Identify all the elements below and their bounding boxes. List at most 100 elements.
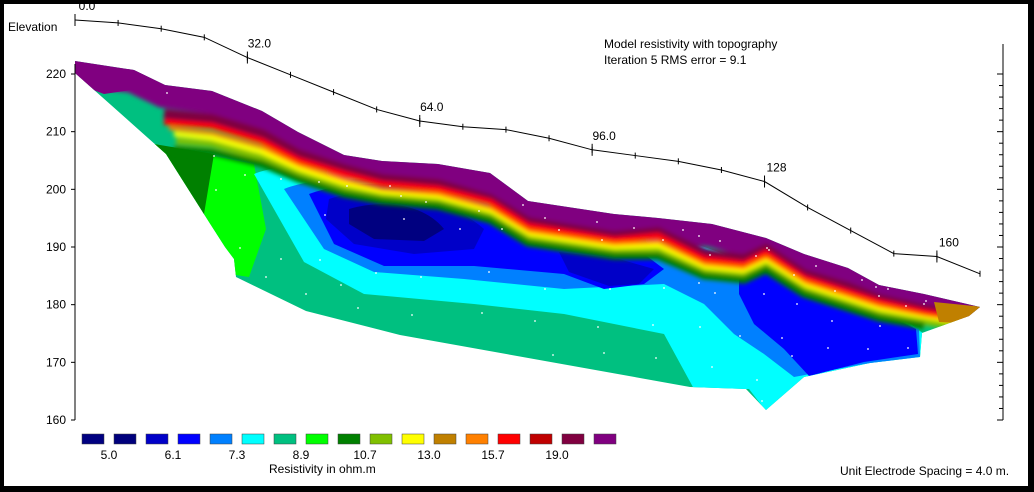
model-cell-point: [609, 288, 611, 290]
legend-swatch: [305, 433, 329, 445]
model-cell-point: [340, 284, 342, 286]
legend-tick-label: 6.1: [165, 448, 182, 462]
model-cell-point: [663, 287, 665, 289]
model-cell-point: [907, 347, 909, 349]
model-cell-point: [709, 254, 711, 256]
surface-layer-yellow: [173, 131, 980, 331]
legend-swatch: [177, 433, 201, 445]
model-cell-point: [544, 288, 546, 290]
y-axis-label: Elevation: [8, 20, 58, 34]
model-cell-point: [534, 320, 536, 322]
model-cell-point: [488, 271, 490, 273]
y-tick-label: 210: [46, 125, 66, 139]
model-cell-point: [501, 228, 503, 230]
band-5-core: [349, 204, 444, 241]
model-cell-point: [425, 201, 427, 203]
model-cell-point: [420, 276, 422, 278]
model-cell-point: [791, 355, 793, 357]
legend-unit-label: Resistivity in ohm.m: [269, 462, 376, 476]
model-cell-point: [403, 218, 405, 220]
model-cell-point: [478, 210, 480, 212]
legend-tick-label: 8.9: [293, 448, 310, 462]
model-cell-point: [878, 295, 880, 297]
model-cell-point: [861, 279, 863, 281]
model-cell-point: [375, 272, 377, 274]
x-tick-label: 160: [939, 235, 959, 249]
legend-tick-label: 15.7: [481, 448, 505, 462]
electrode-spacing-note: Unit Electrode Spacing = 4.0 m.: [840, 464, 1010, 478]
model-cell-point: [815, 265, 817, 267]
model-cell-point: [603, 352, 605, 354]
model-cell-point: [739, 335, 741, 337]
model-cell-point: [239, 247, 241, 249]
surface-layer-purple: [75, 61, 980, 330]
legend-swatch: [241, 433, 265, 445]
model-cell-point: [768, 249, 770, 251]
legend-swatch: [369, 433, 393, 445]
legend-swatch: [337, 433, 361, 445]
legend-swatch: [145, 433, 169, 445]
model-cell-point: [319, 259, 321, 261]
legend-tick-label: 10.7: [353, 448, 377, 462]
model-cell-point: [662, 239, 664, 241]
model-cell-point: [324, 214, 326, 216]
model-cell-point: [711, 366, 713, 368]
chart-frame: 160 170 180 190 200 210 220 0.0 32.0 64.0 96.0 128…: [4, 4, 1028, 486]
model-cell-point: [318, 181, 320, 183]
resistivity-section: [75, 61, 980, 410]
legend-tick-label: 13.0: [417, 448, 441, 462]
model-cell-point: [827, 347, 829, 349]
x-tick-label: 64.0: [420, 100, 444, 114]
model-cell-point: [766, 247, 768, 249]
model-cell-point: [601, 239, 603, 241]
x-tick-label: 32.0: [248, 37, 272, 51]
model-cell-point: [756, 379, 758, 381]
legend-swatch: [529, 433, 553, 445]
y-tick-label: 180: [46, 298, 66, 312]
model-cell-point: [265, 276, 267, 278]
model-cell-point: [389, 185, 391, 187]
legend-tick-label: 5.0: [101, 448, 118, 462]
legend-swatch: [561, 433, 585, 445]
band-6-mid: [559, 252, 654, 286]
model-cell-point: [887, 288, 889, 290]
model-cell-point: [346, 185, 348, 187]
model-cell-point: [652, 324, 654, 326]
model-cell-point: [411, 314, 413, 316]
model-cell-point: [781, 337, 783, 339]
model-cell-point: [558, 229, 560, 231]
y-tick-label: 160: [46, 413, 66, 427]
model-cell-point: [867, 348, 869, 350]
chart-subtitle: Iteration 5 RMS error = 9.1: [604, 53, 747, 67]
x-tick-label: 128: [767, 161, 787, 175]
model-cell-point: [714, 292, 716, 294]
model-cell-point: [834, 290, 836, 292]
legend-swatch: [401, 433, 425, 445]
model-cell-point: [755, 255, 757, 257]
model-cell-point: [761, 400, 763, 402]
model-cell-point: [879, 325, 881, 327]
model-cell-points: [166, 92, 927, 402]
x-tick-label: 96.0: [592, 129, 616, 143]
surface-layer-darkgreen: [173, 145, 925, 330]
color-legend: 5.0 6.1 7.3 8.9 10.7 13.0 15.7 19.0: [81, 433, 617, 462]
model-cell-point: [793, 274, 795, 276]
surface-layer-orange: [168, 126, 980, 327]
model-cell-point: [655, 357, 657, 359]
legend-swatch: [209, 433, 233, 445]
model-cell-point: [305, 293, 307, 295]
y-tick-label: 200: [46, 182, 66, 196]
y-tick-label: 190: [46, 240, 66, 254]
model-cell-point: [698, 235, 700, 237]
surface-right-end: [934, 302, 980, 324]
model-cell-point: [357, 307, 359, 309]
model-cell-point: [923, 303, 925, 305]
x-tick-label: 0.0: [79, 4, 96, 13]
legend-tick-label: 19.0: [545, 448, 569, 462]
model-cell-point: [481, 312, 483, 314]
legend-swatch: [433, 433, 457, 445]
model-cell-point: [796, 303, 798, 305]
chart-title: Model resistivity with topography: [604, 37, 778, 51]
legend-swatch: [465, 433, 489, 445]
surface-layer-red: [163, 119, 980, 325]
